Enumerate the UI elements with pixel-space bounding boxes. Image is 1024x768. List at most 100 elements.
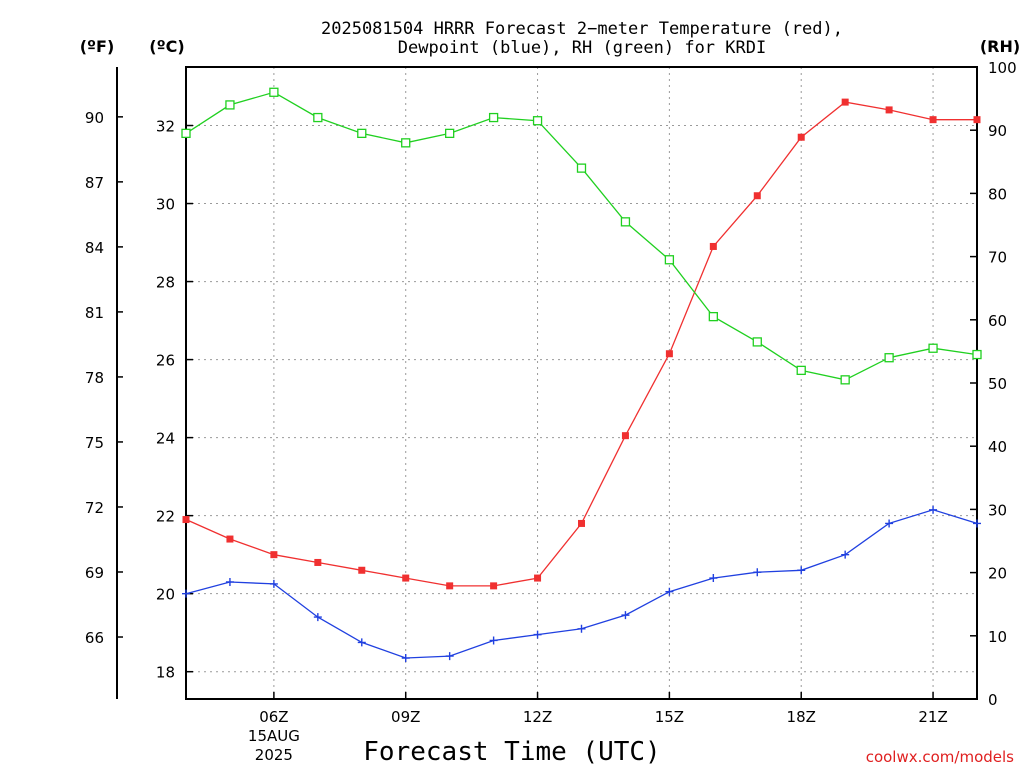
rh-line bbox=[185, 91, 978, 381]
grid-lines bbox=[186, 67, 977, 699]
temperature-line bbox=[185, 101, 977, 587]
dewpoint-point bbox=[401, 654, 410, 663]
dewpoint-point bbox=[269, 579, 278, 588]
time-tick-label: 21Z bbox=[918, 708, 947, 726]
rh-point bbox=[884, 353, 894, 363]
dewpoint-point bbox=[621, 611, 630, 620]
temperature-point bbox=[665, 350, 673, 358]
fahrenheit-tick-label: 66 bbox=[85, 629, 104, 647]
rh-tick-label: 30 bbox=[988, 501, 1007, 519]
celsius-tick-label: 26 bbox=[156, 352, 175, 370]
temperature-point bbox=[402, 574, 410, 582]
dewpoint-point bbox=[797, 566, 806, 575]
dewpoint-point bbox=[489, 636, 498, 645]
rh-point bbox=[401, 138, 411, 148]
rh-tick-label: 100 bbox=[988, 59, 1017, 77]
temperature-point bbox=[270, 551, 278, 559]
rh-point bbox=[796, 365, 806, 376]
rh-unit-label: (RH) bbox=[980, 37, 1020, 56]
rh-point bbox=[576, 163, 587, 173]
rh-tick-label: 50 bbox=[988, 375, 1007, 393]
celsius-tick-label: 22 bbox=[156, 508, 175, 526]
time-tick-label: 18Z bbox=[787, 708, 816, 726]
temperature-point bbox=[358, 566, 366, 574]
dewpoint-point bbox=[753, 568, 762, 577]
celsius-axis: 18 20 22 24 26 28 30 32 bbox=[156, 118, 193, 682]
celsius-unit-label: (ºC) bbox=[149, 37, 184, 56]
temperature-point bbox=[534, 574, 542, 582]
dewpoint-point bbox=[841, 550, 850, 559]
rh-tick-label: 20 bbox=[988, 565, 1007, 583]
rh-point bbox=[708, 311, 718, 322]
x-axis-title: Forecast Time (UTC) bbox=[363, 737, 660, 767]
rh-tick-label: 90 bbox=[988, 122, 1007, 140]
fahrenheit-tick-label: 78 bbox=[85, 369, 104, 387]
time-tick-label: 15Z bbox=[655, 708, 684, 726]
rh-tick-label: 60 bbox=[988, 312, 1007, 330]
temperature-point bbox=[182, 516, 190, 524]
rh-point bbox=[357, 128, 367, 139]
temperature-point bbox=[973, 116, 981, 124]
fahrenheit-tick-label: 72 bbox=[85, 499, 104, 517]
rh-tick-label: 80 bbox=[988, 185, 1007, 203]
temperature-point bbox=[446, 582, 454, 590]
time-tick-label: 09Z bbox=[391, 708, 420, 726]
time-tick-label: 06Z bbox=[259, 708, 288, 726]
celsius-tick-label: 24 bbox=[156, 430, 175, 448]
rh-point bbox=[488, 112, 499, 123]
rh-point bbox=[664, 255, 675, 265]
temperature-point bbox=[226, 535, 234, 543]
temperature-point bbox=[578, 519, 585, 527]
dewpoint-point bbox=[577, 624, 586, 633]
dewpoint-point bbox=[709, 574, 718, 583]
dewpoint-point bbox=[182, 589, 190, 598]
dewpoint-point bbox=[885, 519, 894, 528]
temperature-point bbox=[797, 133, 805, 141]
temperature-point bbox=[490, 582, 498, 590]
celsius-tick-label: 32 bbox=[156, 118, 175, 136]
fahrenheit-tick-label: 84 bbox=[85, 239, 104, 257]
temperature-point bbox=[885, 106, 893, 114]
celsius-tick-label: 30 bbox=[156, 196, 175, 214]
credit-label: coolwx.com/models bbox=[866, 748, 1014, 766]
rh-point bbox=[620, 217, 631, 227]
fahrenheit-axis: 66 69 72 75 78 81 84 87 90 bbox=[85, 109, 123, 647]
rh-point bbox=[445, 128, 455, 139]
dewpoint-point bbox=[929, 505, 938, 514]
chart-title-line-2: Dewpoint (blue), RH (green) for KRDI bbox=[398, 38, 766, 58]
fahrenheit-tick-label: 90 bbox=[85, 109, 104, 127]
temperature-point bbox=[621, 432, 629, 440]
rh-tick-label: 70 bbox=[988, 249, 1007, 267]
temperature-series bbox=[182, 98, 981, 590]
dewpoint-line bbox=[185, 509, 978, 659]
dewpoint-series bbox=[182, 505, 981, 663]
rh-tick-label: 10 bbox=[988, 628, 1007, 646]
chart-title-line-1: 2025081504 HRRR Forecast 2−meter Tempera… bbox=[321, 19, 843, 39]
temperature-point bbox=[709, 242, 717, 250]
time-tick-date-label: 15AUG bbox=[248, 727, 300, 745]
rh-point bbox=[269, 87, 279, 97]
rh-point bbox=[313, 112, 323, 123]
rh-point bbox=[181, 128, 191, 139]
plot-frame bbox=[185, 66, 978, 700]
rh-point bbox=[840, 375, 850, 385]
dewpoint-point bbox=[445, 652, 454, 661]
rh-point bbox=[532, 116, 543, 126]
fahrenheit-tick-label: 75 bbox=[85, 434, 104, 452]
temperature-point bbox=[314, 558, 322, 566]
temperature-point bbox=[929, 116, 937, 124]
rh-series bbox=[181, 87, 982, 385]
temperature-point bbox=[753, 192, 761, 200]
time-tick-label: 12Z bbox=[523, 708, 552, 726]
rh-point bbox=[225, 100, 235, 110]
time-tick-date-label: 2025 bbox=[255, 746, 293, 764]
dewpoint-point bbox=[357, 638, 366, 647]
fahrenheit-tick-label: 87 bbox=[85, 174, 104, 192]
rh-point bbox=[928, 343, 938, 353]
celsius-tick-label: 20 bbox=[156, 586, 175, 604]
dewpoint-point bbox=[225, 577, 234, 586]
dewpoint-point bbox=[313, 613, 322, 622]
fahrenheit-tick-label: 69 bbox=[85, 564, 104, 582]
fahrenheit-unit-label: (ºF) bbox=[80, 37, 115, 56]
